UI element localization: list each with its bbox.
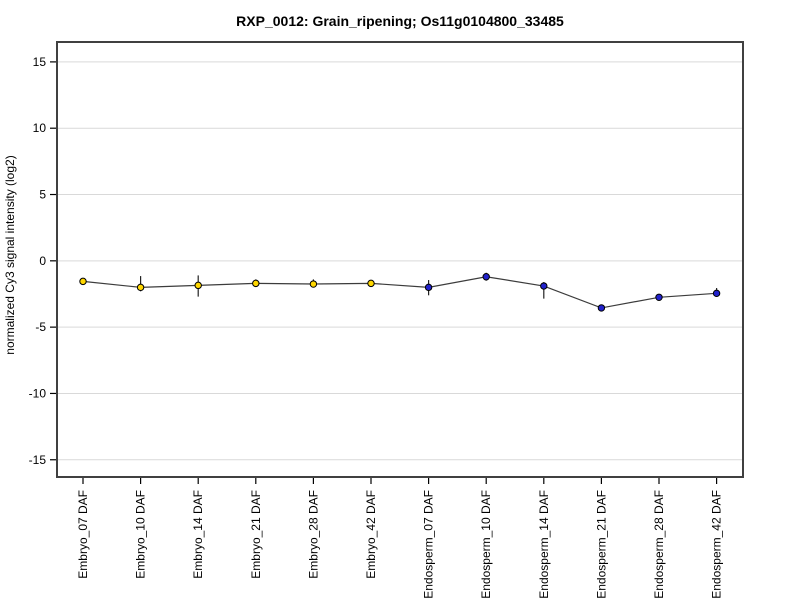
x-tick-label: Endosperm_07 DAF [422, 490, 436, 599]
data-point-embryo [194, 281, 202, 290]
y-tick-label: 15 [33, 55, 47, 69]
data-point-embryo [367, 279, 375, 288]
x-tick-label: Embryo_10 DAF [134, 490, 148, 579]
plot-border [56, 41, 744, 478]
data-point-endosperm [597, 304, 606, 312]
data-point-endosperm [712, 289, 721, 298]
x-tick-label: Endosperm_10 DAF [479, 490, 493, 599]
y-tick-label: -10 [29, 386, 47, 400]
data-point-embryo [252, 279, 260, 288]
y-tick-label: 10 [33, 121, 47, 135]
x-tick-label: Endosperm_42 DAF [710, 490, 724, 599]
data-point-endosperm [540, 282, 548, 290]
x-tick-label: Endosperm_21 DAF [594, 490, 608, 599]
x-tick-label: Endosperm_28 DAF [652, 490, 666, 599]
y-tick-label: 5 [39, 188, 46, 202]
x-tick-label: Embryo_21 DAF [249, 490, 263, 579]
x-tick-label: Endosperm_14 DAF [537, 490, 551, 599]
x-tick-label: Embryo_07 DAF [76, 490, 90, 579]
x-tick-label: Embryo_28 DAF [306, 490, 320, 579]
data-point-embryo [79, 277, 87, 286]
data-point-embryo [136, 283, 145, 292]
x-tick-label: Embryo_42 DAF [364, 490, 378, 579]
data-point-embryo [309, 280, 318, 288]
y-tick-label: 0 [39, 254, 46, 268]
chart-title: RXP_0012: Grain_ripening; Os11g0104800_3… [236, 13, 564, 29]
data-point-endosperm [482, 273, 490, 281]
y-tick-label: -15 [29, 453, 47, 467]
x-tick-label: Embryo_14 DAF [191, 490, 205, 579]
series-line [82, 276, 717, 309]
data-point-endosperm [655, 293, 663, 301]
data-point-endosperm [424, 283, 433, 292]
y-tick-label: -5 [35, 320, 46, 334]
